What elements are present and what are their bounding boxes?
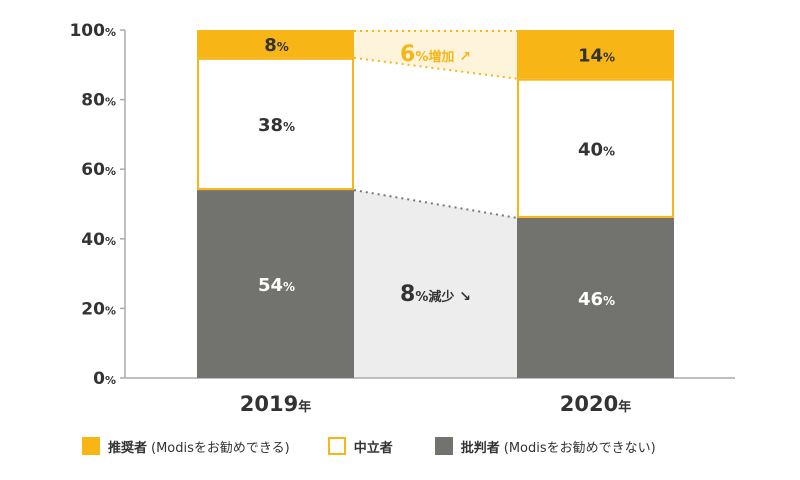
y-tick-unit: %	[105, 96, 116, 109]
bar-promoters-2020	[517, 30, 674, 79]
y-tick-label: 20%	[81, 299, 116, 319]
y-tick-value: 100	[69, 21, 105, 41]
y-tick-unit: %	[105, 165, 116, 178]
annotation-text: 増加	[428, 49, 454, 65]
x-tick-label-2019: 2019年	[240, 392, 311, 416]
bar-promoters-2019	[197, 30, 354, 58]
data-label-value: 46	[578, 289, 603, 310]
data-label-value: 8	[264, 35, 277, 56]
data-label-unit: %	[283, 280, 295, 294]
x-tick-label-2020: 2020年	[560, 392, 631, 416]
y-tick-label: 60%	[81, 160, 116, 180]
x-tick-suffix: 年	[298, 399, 311, 415]
y-tick-unit: %	[105, 235, 116, 248]
legend-item-passives: 中立者	[327, 437, 397, 456]
annotation-critics-change: 8%減少 ↘	[400, 282, 471, 307]
legend-label: 中立者	[353, 440, 393, 456]
legend-note: (Modisをお勧めできない)	[503, 440, 656, 456]
data-label-unit: %	[603, 50, 615, 64]
bar-critics-2019	[197, 190, 354, 378]
bar-critics-2020	[517, 217, 674, 378]
bar-passives-2019	[197, 57, 354, 191]
y-tick-value: 60	[81, 160, 105, 180]
annotation-unit: %	[415, 50, 428, 65]
y-tick-label: 100%	[69, 21, 116, 41]
y-tick-unit: %	[105, 374, 116, 387]
bar-passives-2020	[517, 78, 674, 218]
arrow-down-right-icon: ↘	[454, 289, 471, 305]
data-label-unit: %	[283, 120, 295, 134]
data-label-value: 54	[258, 275, 283, 296]
chart-legend: 推奨者 (Modisをお勧めできる) 中立者 批判者 (Modisをお勧めできない)	[82, 434, 656, 458]
data-label-promoters-2020: 14%	[578, 45, 615, 66]
annotation-unit: %	[415, 290, 428, 305]
legend-item-critics: 批判者 (Modisをお勧めできない)	[434, 437, 656, 456]
x-tick-year: 2020	[560, 392, 618, 416]
y-tick-unit: %	[105, 304, 116, 317]
x-tick-suffix: 年	[618, 399, 631, 415]
arrow-up-right-icon: ↗	[454, 49, 471, 65]
y-tick-value: 20	[81, 299, 105, 319]
data-label-critics-2020: 46%	[578, 289, 615, 310]
data-label-unit: %	[603, 144, 615, 158]
y-tick-label: 0%	[93, 369, 116, 389]
data-label-value: 14	[578, 45, 603, 66]
legend-swatch-passives	[327, 437, 346, 455]
data-label-unit: %	[603, 294, 615, 308]
data-label-critics-2019: 54%	[258, 275, 295, 296]
y-tick-value: 40	[81, 230, 105, 250]
data-label-unit: %	[277, 40, 289, 54]
x-tick-year: 2019	[240, 392, 298, 416]
legend-note: (Modisをお勧めできる)	[151, 440, 290, 456]
y-tick-unit: %	[105, 26, 116, 39]
annotation-promoters-change: 6%増加 ↗	[400, 42, 471, 67]
annotation-value: 6	[400, 42, 415, 67]
annotation-text: 減少	[428, 289, 454, 305]
y-tick-label: 80%	[81, 91, 116, 111]
critics-change-band	[354, 190, 517, 378]
legend-swatch-critics	[434, 437, 453, 455]
y-tick-value: 80	[81, 91, 105, 111]
y-tick-label: 40%	[81, 230, 116, 250]
promoters-change-band	[354, 30, 517, 79]
data-label-passives-2020: 40%	[578, 139, 615, 160]
legend-label: 推奨者	[108, 440, 148, 456]
data-label-value: 40	[578, 139, 603, 160]
annotation-value: 8	[400, 282, 415, 307]
legend-item-promoters: 推奨者 (Modisをお勧めできる)	[82, 437, 290, 456]
legend-label: 批判者	[460, 440, 500, 456]
data-label-promoters-2019: 8%	[264, 35, 289, 56]
data-label-passives-2019: 38%	[258, 115, 295, 136]
data-label-value: 38	[258, 115, 283, 136]
legend-swatch-promoters	[82, 437, 100, 455]
y-tick-value: 0	[93, 369, 105, 389]
